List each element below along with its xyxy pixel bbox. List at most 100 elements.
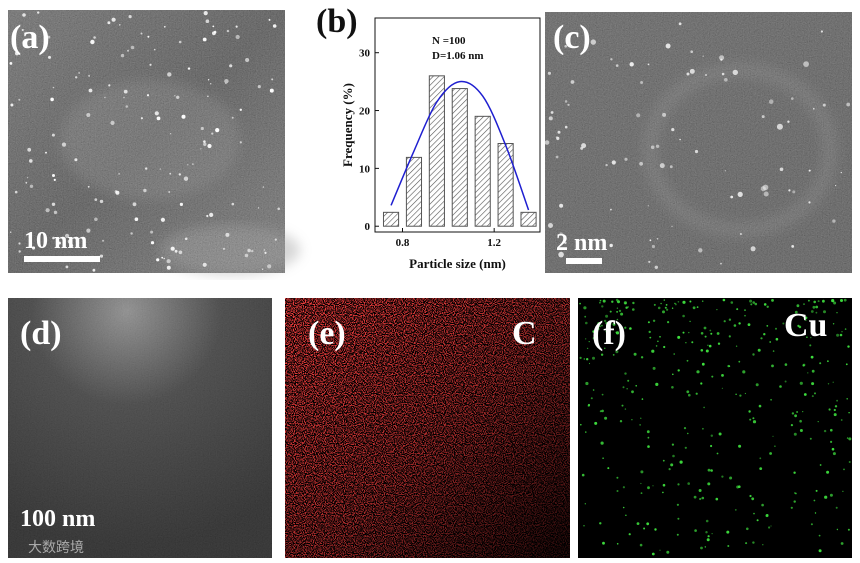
particle — [726, 530, 730, 534]
particle — [663, 299, 665, 301]
particle — [114, 190, 118, 193]
particle — [696, 370, 700, 374]
particle — [682, 300, 686, 304]
particle — [705, 74, 707, 76]
particle — [88, 88, 93, 93]
particle — [657, 306, 661, 310]
particle — [700, 349, 704, 352]
particle — [639, 543, 643, 547]
particle — [669, 165, 673, 169]
particle — [640, 81, 644, 84]
panel-f: (f) Cu — [578, 298, 852, 558]
particle — [768, 99, 774, 104]
particle — [18, 250, 21, 253]
bar — [382, 211, 400, 227]
particle — [665, 43, 671, 49]
particle — [699, 497, 702, 501]
particle — [132, 202, 137, 207]
particle — [711, 533, 713, 535]
particle — [21, 28, 24, 32]
particle — [544, 140, 550, 145]
particle — [702, 55, 704, 57]
particle — [181, 114, 186, 119]
particle — [605, 321, 608, 325]
particle — [599, 522, 602, 525]
particle — [760, 337, 763, 340]
particle — [763, 303, 767, 306]
particle — [771, 299, 774, 302]
particle — [168, 191, 171, 193]
particle — [834, 405, 838, 408]
particle — [766, 305, 769, 308]
annotation: D=1.06 nm — [432, 50, 484, 62]
particle — [648, 260, 651, 263]
particle — [174, 95, 176, 97]
particle — [688, 331, 690, 334]
particle — [772, 435, 774, 437]
particle — [22, 13, 26, 17]
particle — [759, 467, 763, 470]
particle — [583, 525, 585, 527]
particle — [625, 514, 627, 516]
particle — [127, 49, 129, 52]
particle — [809, 344, 812, 347]
particle — [705, 349, 709, 353]
particle — [772, 350, 775, 352]
particle — [64, 238, 66, 240]
particle — [225, 232, 230, 237]
particle — [814, 392, 816, 395]
particle — [832, 381, 834, 383]
particle — [776, 123, 783, 130]
particle — [209, 212, 214, 217]
particle — [813, 499, 816, 502]
particle — [599, 299, 602, 302]
particle — [583, 358, 585, 360]
particle — [187, 67, 191, 70]
particle — [769, 341, 772, 343]
particle — [744, 309, 746, 311]
particle — [65, 265, 69, 269]
particle — [749, 418, 752, 421]
particle — [655, 345, 658, 347]
particle — [203, 11, 208, 16]
particle — [700, 332, 704, 335]
particle — [685, 342, 687, 344]
particle — [751, 497, 755, 501]
particle — [710, 332, 713, 335]
particle — [262, 186, 265, 188]
particle — [163, 257, 165, 260]
particle — [647, 321, 650, 324]
particle — [687, 482, 690, 485]
particle — [691, 341, 694, 344]
particle — [833, 413, 837, 417]
particle — [88, 74, 91, 77]
particle — [51, 202, 56, 206]
particle — [592, 330, 595, 333]
particle — [207, 79, 210, 81]
particle — [689, 68, 695, 74]
particle — [717, 342, 721, 345]
particle — [29, 184, 34, 188]
particle — [707, 468, 711, 472]
particle — [799, 429, 803, 432]
particle — [161, 256, 164, 259]
particle — [775, 327, 777, 330]
particle — [75, 76, 78, 79]
particle — [212, 25, 215, 28]
particle — [128, 15, 132, 19]
particle — [239, 108, 242, 112]
particle — [231, 202, 235, 206]
particle — [812, 305, 816, 309]
particle — [672, 454, 675, 458]
particle — [588, 341, 590, 343]
particle — [848, 461, 851, 463]
particle — [547, 71, 552, 75]
particle — [738, 360, 741, 363]
particle — [605, 314, 609, 318]
particle — [657, 340, 659, 343]
particle — [584, 503, 586, 505]
particle — [611, 300, 614, 303]
particle — [555, 136, 558, 139]
particle — [48, 55, 51, 59]
particle — [832, 219, 836, 223]
